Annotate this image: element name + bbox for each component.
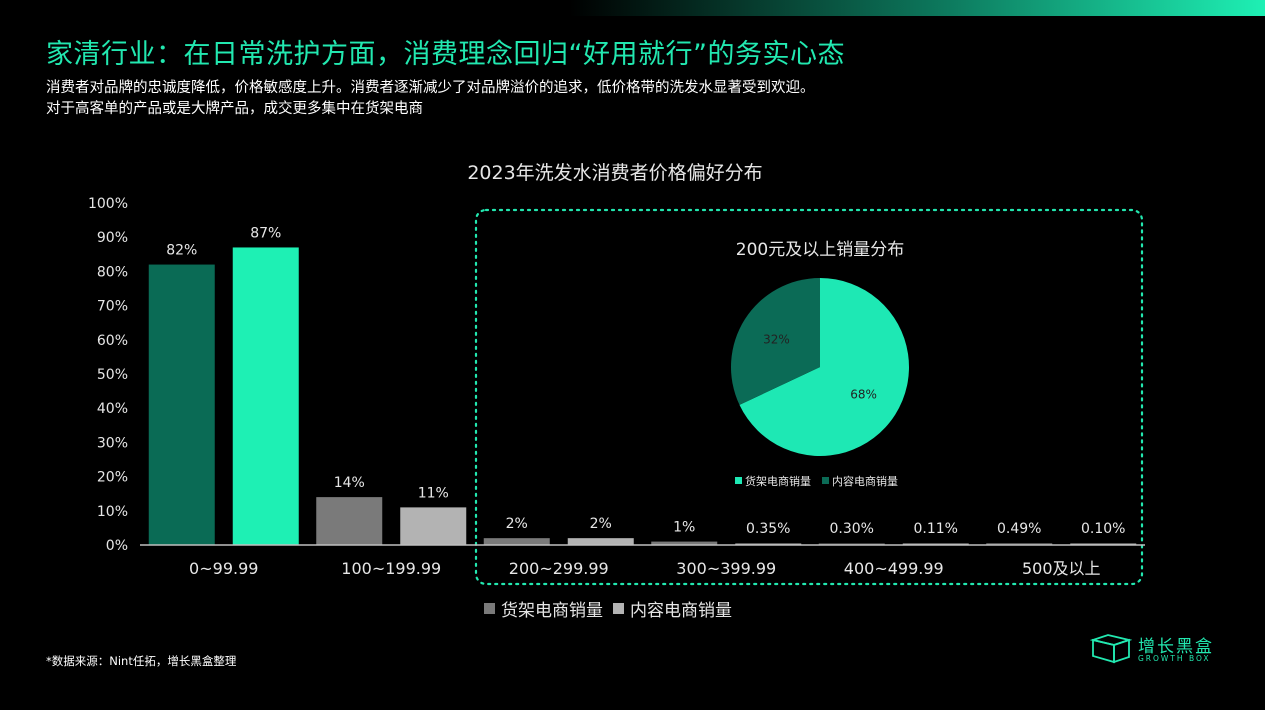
bar-shelf xyxy=(986,543,1053,545)
description-line-2: 对于高客单的产品或是大牌产品，成交更多集中在货架电商 xyxy=(46,101,423,117)
brand-logo: 增长黑盒 GROWTH BOX xyxy=(1089,632,1220,664)
highlight-dotted-box xyxy=(474,208,1144,586)
bar-data-label: 82% xyxy=(166,243,197,259)
pie-legend-label: 货架电商销量 xyxy=(745,474,811,488)
bar-data-label: 0.35% xyxy=(746,521,790,537)
pie-slice-content xyxy=(731,277,820,405)
logo-subtitle: GROWTH BOX xyxy=(1138,654,1211,663)
page-description: 消费者对品牌的忠诚度降低，价格敏感度上升。消费者逐渐减少了对品牌溢价的追求，低价… xyxy=(46,78,815,120)
bar-data-label: 0.30% xyxy=(830,521,874,537)
x-tick-label: 0~99.99 xyxy=(189,559,258,578)
data-source-note: *数据来源：Nint任拓，增长黑盒整理 xyxy=(46,654,237,668)
bar-shelf xyxy=(148,264,215,545)
pie-data-label: 68% xyxy=(850,388,877,402)
page-title: 家清行业：在日常洗护方面，消费理念回归“好用就行”的务实心态 xyxy=(46,39,845,70)
bar-data-label: 0.11% xyxy=(914,521,958,537)
bar-shelf xyxy=(316,497,383,545)
bar-data-label: 0.10% xyxy=(1081,521,1125,537)
y-tick-label: 20% xyxy=(97,470,128,486)
bar-content xyxy=(232,247,299,545)
chart-title: 2023年洗发水消费者价格偏好分布 xyxy=(467,162,763,184)
x-tick-label: 400~499.99 xyxy=(844,559,944,578)
y-tick-label: 60% xyxy=(97,333,128,349)
pie-title: 200元及以上销量分布 xyxy=(736,240,904,260)
bar-data-label: 2% xyxy=(506,516,528,532)
y-tick-label: 0% xyxy=(106,538,128,554)
bar-content xyxy=(567,538,634,545)
y-tick-label: 80% xyxy=(97,264,128,280)
description-line-1: 消费者对品牌的忠诚度降低，价格敏感度上升。消费者逐渐减少了对品牌溢价的追求，低价… xyxy=(46,80,815,96)
legend-label-shelf: 货架电商销量 xyxy=(501,601,603,621)
box-icon xyxy=(1089,634,1133,664)
pie-data-label: 32% xyxy=(763,332,790,346)
pie-legend-label: 内容电商销量 xyxy=(832,474,898,488)
bar-data-label: 0.49% xyxy=(997,521,1041,537)
bar-data-label: 11% xyxy=(418,485,449,501)
bar-content xyxy=(400,507,467,545)
x-tick-label: 300~399.99 xyxy=(676,559,776,578)
legend-swatch-content xyxy=(613,603,624,614)
bar-data-label: 14% xyxy=(334,475,365,491)
bar-data-label: 2% xyxy=(590,516,612,532)
y-tick-label: 30% xyxy=(97,435,128,451)
y-tick-label: 50% xyxy=(97,367,128,383)
legend-label-content: 内容电商销量 xyxy=(630,601,732,621)
y-tick-label: 70% xyxy=(97,299,128,315)
y-tick-label: 40% xyxy=(97,401,128,417)
bar-data-label: 87% xyxy=(250,225,281,241)
bar-data-label: 1% xyxy=(673,520,695,536)
top-gradient-bar xyxy=(0,0,1265,16)
bar-shelf xyxy=(651,541,718,545)
pie-legend-swatch xyxy=(822,477,829,484)
x-tick-label: 200~299.99 xyxy=(509,559,609,578)
bar-legend: 货架电商销量 内容电商销量 xyxy=(484,596,732,621)
x-tick-label: 100~199.99 xyxy=(341,559,441,578)
pie-legend-swatch xyxy=(735,477,742,484)
logo-name: 增长黑盒 xyxy=(1138,637,1214,657)
x-tick-label: 500及以上 xyxy=(1022,559,1101,578)
legend-swatch-shelf xyxy=(484,603,495,614)
pie-slice-shelf xyxy=(739,278,910,456)
y-tick-label: 90% xyxy=(97,230,128,246)
y-tick-label: 10% xyxy=(97,504,128,520)
bar-shelf xyxy=(483,538,550,545)
y-tick-label: 100% xyxy=(88,196,128,212)
